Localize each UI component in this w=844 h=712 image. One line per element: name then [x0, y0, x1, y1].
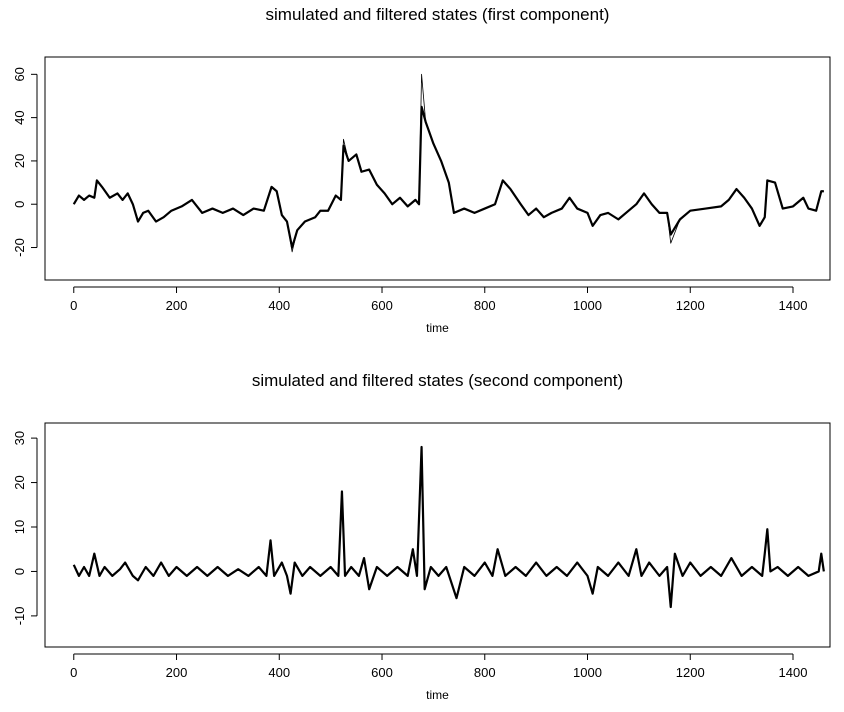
x-tick-label: 1000	[573, 298, 602, 313]
y-tick-label: 0	[12, 568, 27, 575]
y-tick-label: 40	[12, 110, 27, 124]
y-tick-label: 30	[12, 431, 27, 445]
x-tick-label: 800	[474, 298, 496, 313]
x-tick-label: 1200	[676, 665, 705, 680]
x-tick-label: 0	[70, 665, 77, 680]
y-tick-label: 10	[12, 520, 27, 534]
series-line	[72, 445, 825, 609]
y-tick-label: -20	[12, 238, 27, 257]
x-tick-label: 600	[371, 665, 393, 680]
x-tick-label: 800	[474, 665, 496, 680]
y-tick-label: -10	[12, 606, 27, 625]
plot-box	[44, 56, 831, 281]
x-tick-label: 200	[166, 298, 188, 313]
x-tick-label: 600	[371, 298, 393, 313]
x-tick-label: 400	[268, 298, 290, 313]
y-tick-label: 0	[12, 201, 27, 208]
series-line	[73, 73, 824, 253]
y-tick-label: 20	[12, 154, 27, 168]
x-tick-label: 400	[268, 665, 290, 680]
series-line	[72, 105, 824, 249]
x-tick-label: 0	[70, 298, 77, 313]
x-tick-label: 1000	[573, 665, 602, 680]
x-tick-label: 1200	[676, 298, 705, 313]
x-tick-label: 200	[166, 665, 188, 680]
x-tick-label: 1400	[779, 298, 808, 313]
chart-title: simulated and filtered states (second co…	[252, 371, 623, 390]
x-axis-label: time	[426, 688, 449, 702]
x-axis-label: time	[426, 321, 449, 335]
x-tick-label: 1400	[779, 665, 808, 680]
chart-title: simulated and filtered states (first com…	[266, 5, 610, 24]
plot-box	[44, 422, 831, 648]
y-tick-label: 20	[12, 475, 27, 489]
y-tick-label: 60	[12, 67, 27, 81]
